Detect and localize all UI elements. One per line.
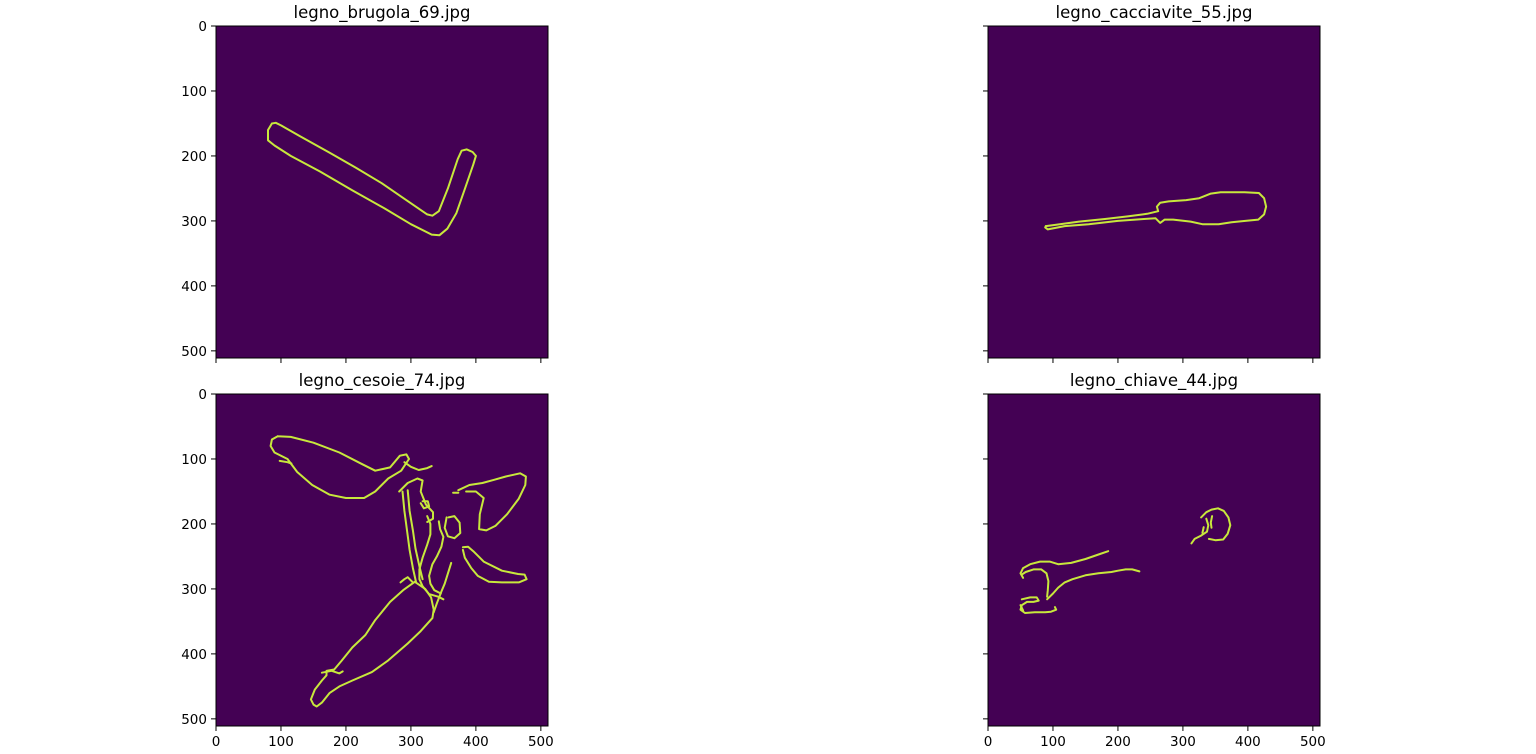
y-tick-label: 300 [181, 582, 207, 598]
y-tick-label: 500 [181, 344, 207, 360]
image-area [988, 394, 1320, 726]
y-tick-label: 300 [181, 214, 207, 230]
x-tick-label: 400 [463, 734, 489, 750]
x-tick-label: 200 [1105, 734, 1131, 750]
edge-contour [278, 459, 293, 465]
edge-contour [403, 461, 433, 471]
edge-contour [1019, 604, 1025, 612]
y-tick-label: 100 [181, 452, 207, 468]
y-tick-label: 100 [181, 84, 207, 100]
x-tick-label: 300 [398, 734, 424, 750]
edge-contour [267, 121, 477, 237]
x-tick-label: 0 [212, 734, 221, 750]
edge-contour [428, 520, 445, 595]
x-tick-label: 0 [984, 734, 993, 750]
subplot-title: legno_cacciavite_55.jpg [1055, 3, 1252, 23]
edge-contour [406, 489, 424, 581]
subplot-legno-chiave: legno_chiave_44.jpg 0 100 200 300 400 500 [983, 371, 1326, 750]
y-tick-label: 0 [198, 19, 207, 35]
x-tick-label: 300 [1170, 734, 1196, 750]
edge-contour [1190, 517, 1210, 545]
image-area [988, 26, 1320, 358]
y-tick-label: 400 [181, 279, 207, 295]
axes-frame [987, 393, 1321, 727]
axes-frame [215, 393, 549, 727]
subplot-title: legno_chiave_44.jpg [1070, 371, 1238, 391]
x-tick-label: 500 [1300, 734, 1326, 750]
edge-contour [309, 580, 435, 708]
edge-contour [432, 561, 453, 614]
x-tick-label: 100 [268, 734, 294, 750]
edge-contour [419, 500, 431, 510]
edge-contour [1209, 515, 1214, 529]
image-area [216, 394, 548, 726]
edge-contour [1019, 550, 1110, 579]
axes-frame [215, 25, 549, 359]
x-tick-label: 100 [1040, 734, 1066, 750]
edge-contour [401, 490, 418, 584]
y-tick-label: 200 [181, 517, 207, 533]
edge-contour [1020, 568, 1050, 598]
subplot-title: legno_cesoie_74.jpg [299, 371, 466, 391]
edge-contour [461, 545, 528, 584]
y-tick-label: 500 [181, 712, 207, 728]
image-area [216, 26, 548, 358]
axes-frame [987, 25, 1321, 359]
edge-contour [1200, 507, 1232, 542]
subplot-title: legno_brugola_69.jpg [293, 3, 470, 23]
edge-contour [269, 435, 410, 499]
edge-contour [443, 515, 462, 540]
edge-contour [1044, 191, 1268, 231]
edge-contour [1201, 526, 1205, 534]
x-tick-label: 400 [1235, 734, 1261, 750]
edge-contour [320, 669, 344, 675]
subplot-legno-cesoie: legno_cesoie_74.jpg 0 100 200 300 400 500 0 100… [181, 371, 554, 750]
y-tick-label: 0 [198, 387, 207, 403]
subplot-legno-cacciavite: legno_cacciavite_55.jpg [983, 3, 1321, 363]
y-tick-label: 400 [181, 647, 207, 663]
edge-contour [398, 477, 434, 523]
x-tick-label: 500 [528, 734, 554, 750]
x-tick-label: 200 [333, 734, 359, 750]
subplot-legno-brugola: legno_brugola_69.jpg 0 100 200 300 400 500 [181, 3, 549, 363]
edge-contour [1046, 568, 1141, 601]
y-tick-label: 200 [181, 149, 207, 165]
edge-contour [399, 576, 414, 584]
edge-contour [457, 472, 527, 532]
